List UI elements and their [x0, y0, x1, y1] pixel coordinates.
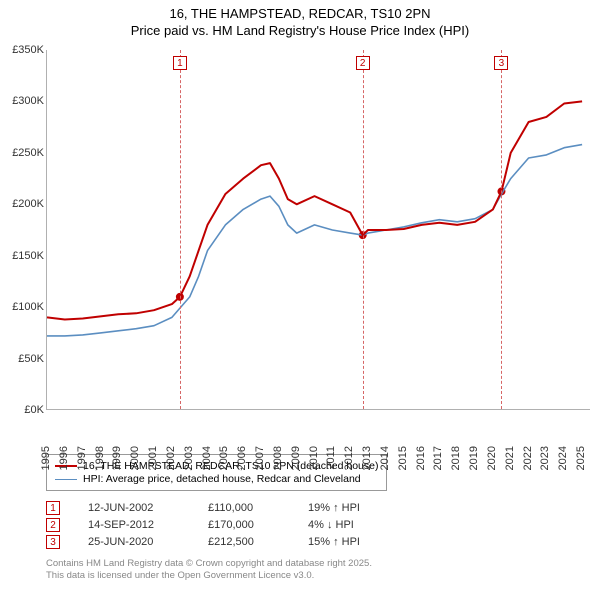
- y-axis-tick-label: £200K: [0, 198, 44, 210]
- sale-date: 14-SEP-2012: [88, 519, 208, 531]
- x-axis-tick-label: 2008: [272, 446, 284, 470]
- x-axis-tick-label: 2004: [201, 446, 213, 470]
- x-axis-tick-label: 2002: [165, 446, 177, 470]
- sale-delta: 4% ↓ HPI: [308, 519, 428, 531]
- x-axis-tick-label: 1996: [58, 446, 70, 470]
- y-axis-tick-label: £350K: [0, 44, 44, 56]
- sale-date: 12-JUN-2002: [88, 502, 208, 514]
- sale-date: 25-JUN-2020: [88, 536, 208, 548]
- x-axis-tick-label: 2007: [254, 446, 266, 470]
- x-axis-tick-label: 2012: [343, 446, 355, 470]
- x-axis-tick-label: 2011: [325, 446, 337, 470]
- x-axis-tick-label: 2003: [183, 446, 195, 470]
- x-axis-tick-label: 2005: [218, 446, 230, 470]
- x-axis-tick-label: 2024: [557, 446, 569, 470]
- chart-container: 16, THE HAMPSTEAD, REDCAR, TS10 2PN Pric…: [0, 0, 600, 590]
- sale-marker-icon: 1: [46, 501, 60, 515]
- sale-marker-box: 1: [173, 56, 187, 70]
- sale-price: £170,000: [208, 519, 308, 531]
- sale-marker-icon: 3: [46, 535, 60, 549]
- table-row: 2 14-SEP-2012 £170,000 4% ↓ HPI: [46, 518, 428, 532]
- x-axis-tick-label: 2021: [504, 446, 516, 470]
- x-axis-tick-label: 1997: [76, 446, 88, 470]
- sale-marker-icon: 2: [46, 518, 60, 532]
- legend-label: HPI: Average price, detached house, Redc…: [83, 473, 361, 485]
- x-axis-tick-label: 2016: [415, 446, 427, 470]
- x-axis-tick-label: 2009: [290, 446, 302, 470]
- x-axis-tick-label: 2022: [522, 446, 534, 470]
- y-axis-tick-label: £150K: [0, 250, 44, 262]
- x-axis-tick-label: 2010: [308, 446, 320, 470]
- sale-delta: 19% ↑ HPI: [308, 502, 428, 514]
- x-axis-tick-label: 1999: [111, 446, 123, 470]
- x-axis-tick-label: 2017: [432, 446, 444, 470]
- sale-price: £212,500: [208, 536, 308, 548]
- sales-table: 1 12-JUN-2002 £110,000 19% ↑ HPI 2 14-SE…: [46, 498, 428, 552]
- y-axis-tick-label: £250K: [0, 147, 44, 159]
- x-axis-tick-label: 2015: [397, 446, 409, 470]
- y-axis-tick-label: £0K: [0, 404, 44, 416]
- footer-line1: Contains HM Land Registry data © Crown c…: [46, 558, 372, 570]
- chart-svg: [47, 50, 590, 409]
- title-block: 16, THE HAMPSTEAD, REDCAR, TS10 2PN Pric…: [0, 0, 600, 38]
- table-row: 3 25-JUN-2020 £212,500 15% ↑ HPI: [46, 535, 428, 549]
- sale-delta: 15% ↑ HPI: [308, 536, 428, 548]
- x-axis-tick-label: 2001: [147, 446, 159, 470]
- x-axis-tick-label: 2014: [379, 446, 391, 470]
- footer-line2: This data is licensed under the Open Gov…: [46, 570, 372, 582]
- x-axis-tick-label: 2025: [575, 446, 587, 470]
- chart-plot-area: 1 2 3: [46, 50, 590, 410]
- title-line1: 16, THE HAMPSTEAD, REDCAR, TS10 2PN: [0, 6, 600, 21]
- sale-vline: [180, 50, 181, 409]
- y-axis-tick-label: £50K: [0, 353, 44, 365]
- sale-marker-box: 2: [356, 56, 370, 70]
- footer-attribution: Contains HM Land Registry data © Crown c…: [46, 558, 372, 583]
- x-axis-tick-label: 2006: [236, 446, 248, 470]
- table-row: 1 12-JUN-2002 £110,000 19% ↑ HPI: [46, 501, 428, 515]
- y-axis-tick-label: £100K: [0, 301, 44, 313]
- sale-vline: [501, 50, 502, 409]
- sale-marker-box: 3: [494, 56, 508, 70]
- title-line2: Price paid vs. HM Land Registry's House …: [0, 23, 600, 38]
- x-axis-tick-label: 1998: [94, 446, 106, 470]
- x-axis-tick-label: 2019: [468, 446, 480, 470]
- legend-item: HPI: Average price, detached house, Redc…: [55, 473, 378, 485]
- sale-vline: [363, 50, 364, 409]
- x-axis-tick-label: 1995: [40, 446, 52, 470]
- x-axis-tick-label: 2000: [129, 446, 141, 470]
- x-axis-tick-label: 2018: [450, 446, 462, 470]
- x-axis-tick-label: 2013: [361, 446, 373, 470]
- sale-price: £110,000: [208, 502, 308, 514]
- x-axis-tick-label: 2023: [539, 446, 551, 470]
- legend-swatch: [55, 479, 77, 480]
- x-axis-tick-label: 2020: [486, 446, 498, 470]
- y-axis-tick-label: £300K: [0, 95, 44, 107]
